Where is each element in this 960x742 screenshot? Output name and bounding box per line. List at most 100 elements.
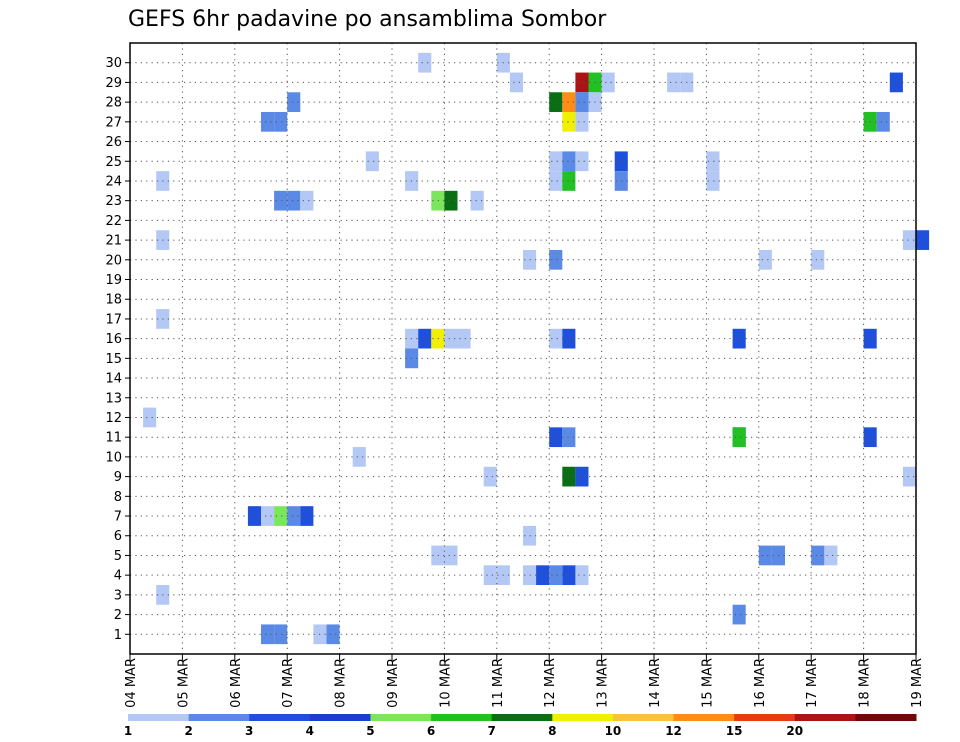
precip-cell bbox=[261, 506, 275, 526]
precip-cell bbox=[562, 427, 576, 448]
precip-cell bbox=[876, 111, 890, 132]
legend-swatch bbox=[673, 714, 735, 721]
x-tick-label: 06 MAR bbox=[229, 658, 244, 708]
legend-swatch bbox=[552, 714, 614, 721]
legend-swatch bbox=[491, 714, 553, 721]
precip-cell bbox=[562, 466, 576, 487]
legend-swatch bbox=[855, 714, 917, 721]
precip-cell bbox=[274, 190, 288, 211]
y-tick-label: 13 bbox=[105, 391, 122, 406]
precip-cell bbox=[444, 190, 458, 211]
legend-label: 4 bbox=[306, 724, 314, 738]
precip-cell bbox=[483, 565, 497, 586]
precip-cell bbox=[916, 230, 930, 250]
legend-swatch bbox=[128, 714, 190, 721]
y-tick-label: 2 bbox=[114, 608, 122, 623]
y-tick-label: 25 bbox=[105, 155, 122, 170]
precip-cell bbox=[732, 328, 746, 349]
precip-cell bbox=[483, 466, 497, 487]
legend-label: 10 bbox=[605, 724, 622, 738]
precip-cell bbox=[889, 72, 903, 93]
x-tick-label: 09 MAR bbox=[386, 658, 401, 708]
precip-cell bbox=[457, 328, 471, 349]
legend-label: 1 bbox=[124, 724, 132, 738]
precip-cell bbox=[575, 151, 589, 172]
y-tick-label: 12 bbox=[105, 411, 122, 426]
x-tick-label: 10 MAR bbox=[438, 658, 453, 708]
y-tick-label: 16 bbox=[105, 332, 122, 347]
precip-cell bbox=[824, 545, 838, 566]
precip-cell bbox=[143, 407, 157, 428]
precip-cell bbox=[523, 249, 537, 270]
precip-cell bbox=[418, 52, 432, 73]
precip-cell bbox=[562, 328, 576, 349]
y-tick-label: 6 bbox=[114, 529, 122, 544]
precip-cell bbox=[300, 506, 314, 526]
x-tick-label: 16 MAR bbox=[753, 658, 768, 708]
precip-cell bbox=[549, 427, 563, 448]
legend-swatch bbox=[249, 714, 311, 721]
precip-cell bbox=[523, 525, 537, 546]
precip-cell bbox=[562, 92, 576, 112]
y-tick-label: 20 bbox=[105, 253, 122, 268]
precip-cell bbox=[509, 72, 523, 93]
precip-cell bbox=[811, 249, 825, 270]
precip-cell bbox=[444, 328, 458, 349]
precip-cell bbox=[562, 111, 576, 132]
precip-cell bbox=[274, 506, 288, 526]
precip-cell bbox=[575, 72, 589, 93]
precip-cell bbox=[523, 565, 537, 586]
precip-cell bbox=[549, 171, 563, 191]
legend-label: 8 bbox=[548, 724, 556, 738]
legend-swatch bbox=[794, 714, 856, 721]
precip-cell bbox=[549, 92, 563, 112]
legend-swatch bbox=[309, 714, 371, 721]
x-tick-label: 04 MAR bbox=[124, 658, 139, 708]
precip-cell bbox=[562, 171, 576, 191]
precip-cell bbox=[287, 190, 301, 211]
legend-swatch bbox=[612, 714, 675, 721]
precip-cell bbox=[562, 565, 576, 586]
y-tick-label: 15 bbox=[105, 352, 122, 367]
legend-label: 2 bbox=[184, 724, 192, 738]
precip-cell bbox=[575, 92, 589, 112]
precip-cell bbox=[470, 190, 484, 211]
precip-cell bbox=[758, 545, 772, 566]
precip-cell bbox=[274, 624, 288, 645]
x-tick-label: 12 MAR bbox=[543, 658, 558, 708]
precip-cell bbox=[732, 604, 746, 625]
legend-label: 5 bbox=[366, 724, 374, 738]
precip-cell bbox=[261, 624, 275, 645]
precip-cell bbox=[536, 565, 550, 586]
precip-cell bbox=[549, 328, 563, 349]
legend-swatch bbox=[734, 714, 796, 721]
legend-label: 6 bbox=[427, 724, 435, 738]
precip-cell bbox=[274, 111, 288, 132]
plot-frame bbox=[129, 42, 917, 655]
precip-cell bbox=[365, 151, 379, 172]
y-tick-label: 14 bbox=[105, 372, 122, 387]
y-tick-label: 21 bbox=[105, 234, 122, 249]
precip-cell bbox=[575, 111, 589, 132]
y-tick-label: 24 bbox=[105, 174, 122, 189]
precip-cell bbox=[352, 447, 366, 467]
y-tick-label: 7 bbox=[114, 510, 122, 525]
plot-cells bbox=[143, 52, 930, 645]
precip-cell bbox=[732, 427, 746, 448]
precip-cell bbox=[326, 624, 340, 645]
precip-cell bbox=[758, 249, 772, 270]
y-tick-label: 23 bbox=[105, 194, 122, 209]
x-tick-label: 07 MAR bbox=[281, 658, 296, 708]
precip-cell bbox=[706, 151, 720, 172]
y-tick-label: 5 bbox=[114, 549, 122, 564]
x-tick-label: 11 MAR bbox=[491, 658, 506, 708]
x-tick-label: 05 MAR bbox=[176, 658, 191, 708]
y-tick-label: 1 bbox=[114, 628, 122, 643]
precip-cell bbox=[549, 565, 563, 586]
y-tick-label: 18 bbox=[105, 293, 122, 308]
x-tick-label: 19 MAR bbox=[910, 658, 925, 708]
x-tick-label: 18 MAR bbox=[858, 658, 873, 708]
precip-cell bbox=[902, 230, 916, 250]
y-tick-label: 26 bbox=[105, 135, 122, 150]
precip-cell bbox=[614, 171, 628, 191]
